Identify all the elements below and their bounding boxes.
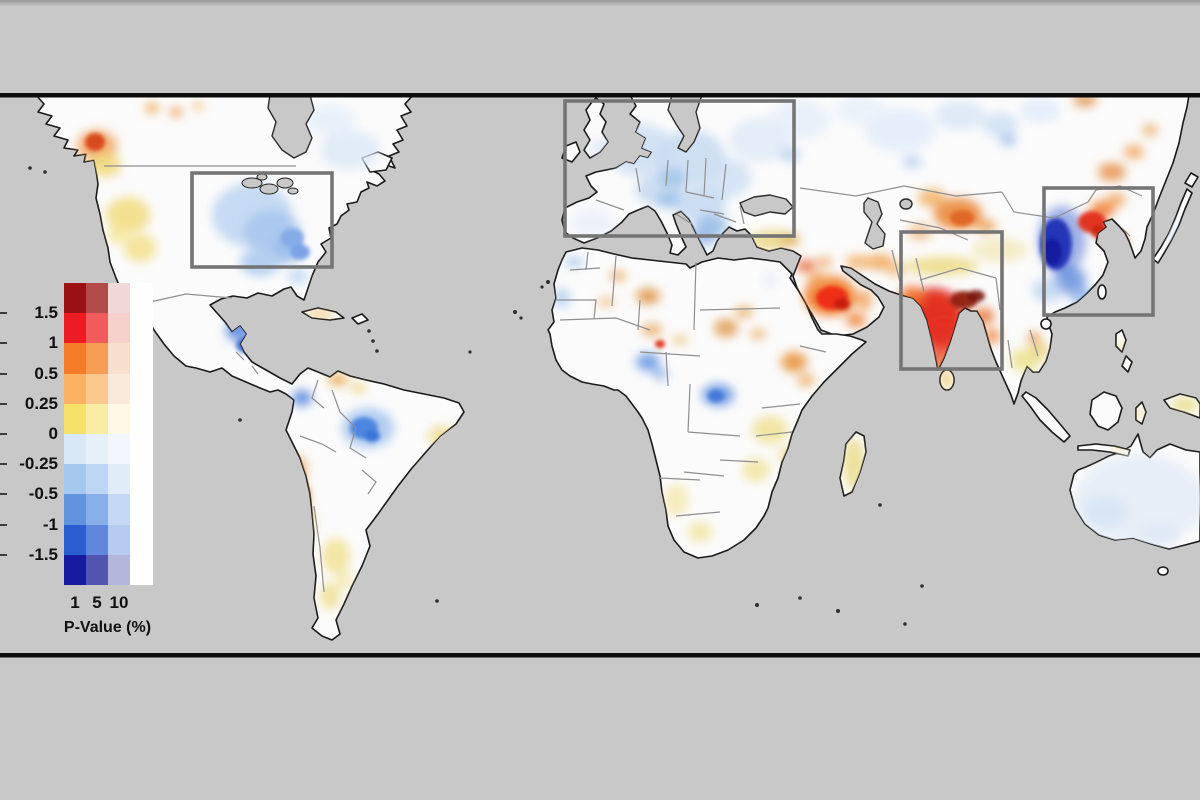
landmass-africa [547, 247, 867, 559]
region-box-eastern-us [190, 171, 334, 269]
inland-seas [267, 94, 913, 250]
image-top-edge [0, 0, 1200, 3]
island-japan-hokkaido [1184, 172, 1199, 188]
highlight-region-boxes [190, 99, 1155, 371]
great-lakes [241, 173, 299, 195]
region-box-india [899, 230, 1004, 371]
island-philippines-mindanao [1121, 355, 1133, 373]
map-top-frame-line [0, 93, 1200, 98]
small-islands [28, 166, 924, 626]
region-box-east-china [1042, 186, 1155, 317]
island-hispaniola [351, 313, 369, 325]
region-box-europe [563, 99, 796, 238]
baltic-sea [667, 94, 703, 153]
image-top-edge-fade [0, 2, 1200, 6]
hudson-bay [267, 94, 315, 159]
map-bottom-frame-line [0, 653, 1200, 658]
island-hainan [1040, 318, 1052, 330]
island-borneo [1089, 391, 1123, 431]
caspian-sea [863, 197, 886, 250]
island-taiwan [1097, 284, 1107, 300]
black-sea [739, 194, 794, 217]
aral-sea [899, 198, 913, 210]
island-sumatra [1021, 391, 1071, 443]
country-borders [104, 157, 1143, 593]
island-tasmania [1157, 566, 1169, 576]
